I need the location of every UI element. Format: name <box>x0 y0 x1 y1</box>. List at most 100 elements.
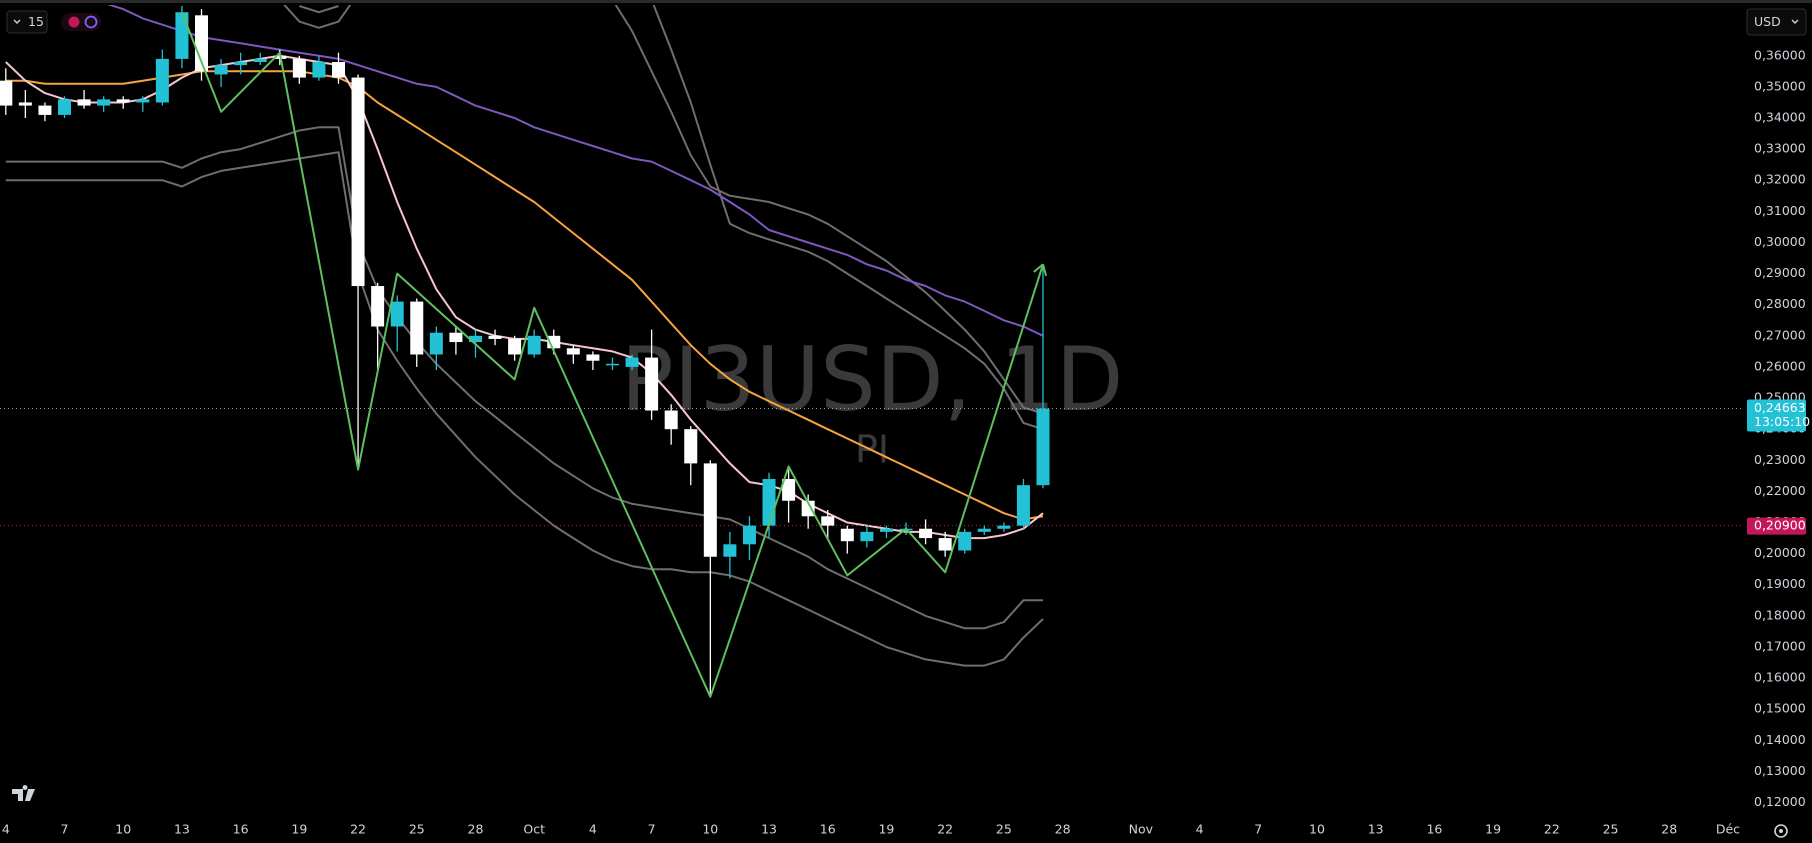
x-tick-label: 4 <box>2 822 10 837</box>
candle-body <box>116 99 130 103</box>
y-tick-label: 0,15000 <box>1754 701 1806 716</box>
candle-body <box>429 332 443 355</box>
y-tick-label: 0,36000 <box>1754 47 1806 62</box>
candle-body <box>782 478 796 501</box>
indicator-line <box>283 5 1044 415</box>
y-tick-label: 0,33000 <box>1754 141 1806 156</box>
tradingview-logo[interactable] <box>12 785 35 801</box>
interval-button[interactable]: 15 <box>6 10 48 34</box>
currency-label[interactable]: USD <box>1754 14 1781 29</box>
y-tick-label: 0,20000 <box>1754 545 1806 560</box>
indicator-line <box>299 5 1044 431</box>
candle-body <box>762 478 776 526</box>
candle-body <box>214 65 228 75</box>
candle-body <box>840 528 854 542</box>
last-price-label: 0,24663 <box>1754 400 1806 415</box>
top-border <box>0 0 1812 3</box>
candle-body <box>723 544 737 557</box>
candle-body <box>292 58 306 78</box>
candle-body <box>625 357 639 367</box>
x-tick-label: 28 <box>1055 822 1071 837</box>
logo-shape[interactable] <box>12 785 35 801</box>
x-tick-label: 25 <box>1603 822 1619 837</box>
y-tick-label: 0,28000 <box>1754 296 1806 311</box>
x-tick-label: 22 <box>937 822 953 837</box>
currency-button[interactable]: USD <box>1746 8 1807 36</box>
currency-box[interactable] <box>1746 8 1807 36</box>
candle-body <box>18 102 32 106</box>
x-tick-label: 22 <box>350 822 366 837</box>
candle-body <box>77 99 91 106</box>
alert-icon[interactable] <box>68 16 80 28</box>
x-tick-label: 19 <box>878 822 894 837</box>
y-tick-label: 0,29000 <box>1754 265 1806 280</box>
x-tick-label: 4 <box>1196 822 1204 837</box>
x-tick-label: 7 <box>1254 822 1262 837</box>
candle-body <box>175 12 189 59</box>
candle-body <box>312 62 326 78</box>
candle-body <box>801 500 815 517</box>
candle-body <box>742 525 756 545</box>
candle-body <box>488 335 502 339</box>
y-tick-label: 0,31000 <box>1754 203 1806 218</box>
x-tick-label: Déc <box>1716 822 1740 837</box>
interval-label[interactable]: 15 <box>28 14 44 29</box>
indicator-line <box>5 54 1044 540</box>
candle-body <box>566 348 580 355</box>
candle-body <box>1036 408 1050 486</box>
status-pill[interactable] <box>61 13 101 31</box>
settings-dot <box>1779 829 1783 833</box>
candle-body <box>997 525 1011 529</box>
status-icons[interactable] <box>61 13 101 31</box>
settings-icon[interactable] <box>1774 824 1788 838</box>
indicator-line <box>5 70 1044 521</box>
candle-body <box>1016 485 1030 526</box>
plot-area <box>0 5 1743 698</box>
x-tick-label: 22 <box>1544 822 1560 837</box>
candle-body <box>234 62 248 66</box>
indicator-line <box>106 5 1044 337</box>
x-tick-label: 28 <box>1661 822 1677 837</box>
candle-body <box>371 286 385 327</box>
x-tick-label: 10 <box>1309 822 1325 837</box>
y-tick-label: 0,14000 <box>1754 732 1806 747</box>
y-tick-label: 0,18000 <box>1754 607 1806 622</box>
zigzag-arrowhead <box>1033 263 1048 277</box>
chevron <box>1791 19 1799 24</box>
candle-body <box>0 80 13 106</box>
level-badge <box>1747 517 1806 535</box>
sync-icon[interactable] <box>84 15 98 29</box>
indicator-line <box>5 126 1043 630</box>
chevron <box>13 19 21 24</box>
candle-body <box>449 332 463 343</box>
axes: 0,12000 0,13000 0,14000 0,15000 0,16000 0,170… <box>2 47 1810 836</box>
candle-body <box>508 338 522 355</box>
indicator-line <box>5 151 1044 667</box>
candle-body <box>605 363 619 366</box>
interval-box[interactable] <box>6 10 48 34</box>
candle-body <box>390 301 404 327</box>
candle-body <box>958 531 972 551</box>
x-tick-label: 13 <box>1368 822 1384 837</box>
candle-body <box>253 58 267 63</box>
candle-body <box>684 429 698 464</box>
x-tick-label: 16 <box>1426 822 1442 837</box>
y-tick-label: 0,27000 <box>1754 327 1806 342</box>
x-tick-label: Oct <box>523 822 545 837</box>
candle-body <box>879 528 893 532</box>
x-tick-label: 19 <box>291 822 307 837</box>
x-tick-label: 25 <box>996 822 1012 837</box>
y-tick-label: 0,30000 <box>1754 234 1806 249</box>
x-tick-label: Nov <box>1129 822 1154 837</box>
candle-body <box>351 77 365 287</box>
y-tick-label: 0,32000 <box>1754 172 1806 187</box>
settings-button[interactable] <box>1774 824 1788 838</box>
candle-body <box>664 410 678 430</box>
candle-body <box>821 516 835 526</box>
x-tick-label: 16 <box>233 822 249 837</box>
x-tick-label: 7 <box>648 822 656 837</box>
x-tick-label: 19 <box>1485 822 1501 837</box>
y-tick-label: 0,17000 <box>1754 638 1806 653</box>
candle-body <box>527 335 541 355</box>
